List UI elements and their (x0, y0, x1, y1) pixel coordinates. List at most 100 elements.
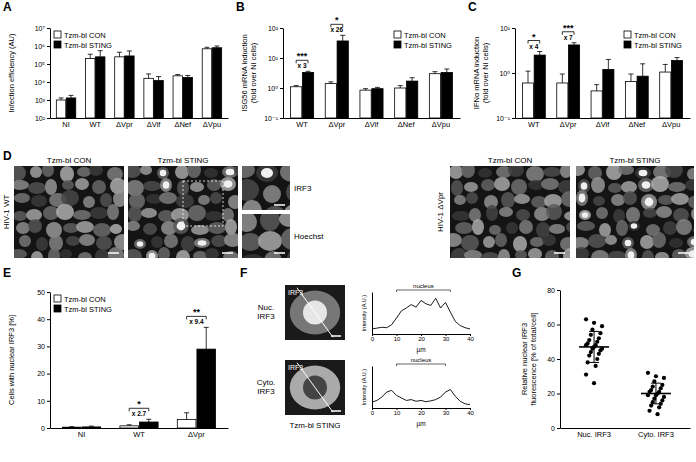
cell (158, 247, 170, 258)
image-caption: Tzm-bl STING (289, 421, 340, 430)
y-tick-mark (47, 28, 50, 29)
panel: FNuc.IRF3IRF3Cyto.IRF3IRF3Tzm-bl STING (240, 266, 345, 430)
cell (452, 211, 470, 221)
cell (14, 180, 29, 190)
image-label: IRF3 (288, 364, 303, 371)
bar (660, 72, 671, 118)
cell (56, 204, 74, 220)
y-tick: 10⁴ (34, 79, 50, 86)
cell (14, 166, 26, 181)
error-bar (214, 46, 219, 48)
cell (513, 236, 527, 252)
cell (461, 166, 475, 178)
x-tick: ΔVpr (116, 120, 133, 129)
x-tick: Cyto. IRF3 (638, 430, 674, 439)
error-bar (651, 383, 661, 404)
bar (139, 422, 158, 428)
y-tick-mark (557, 359, 560, 360)
plot-marks (372, 298, 470, 329)
x-tick: 10 (394, 334, 401, 342)
cell (454, 195, 466, 205)
point (646, 371, 650, 375)
cell (691, 206, 694, 222)
y-tick-mark (557, 290, 560, 291)
y-tick: 50 (37, 289, 50, 296)
x-tick-label: ΔNef (628, 120, 646, 129)
significance-label: *** (563, 23, 574, 33)
cell (618, 166, 634, 175)
point (647, 409, 651, 413)
cell (693, 225, 694, 235)
error-bar (526, 71, 531, 83)
bar (568, 45, 579, 118)
panel: C10⁻¹10⁰10¹WTΔVprΔVifΔNefΔVpuIFNα mRNA i… (468, 0, 691, 129)
cell (256, 166, 278, 182)
cell (223, 251, 238, 258)
cell (157, 167, 169, 179)
cell (76, 221, 94, 233)
cell (151, 236, 163, 248)
point (587, 353, 591, 357)
y-tick-label: 0 (41, 425, 45, 432)
image-label: IRF3 (288, 289, 303, 296)
cell (224, 233, 238, 247)
bar (441, 72, 452, 118)
y-tick-label: 80 (547, 287, 555, 294)
y-axis: 01020304050 (37, 289, 50, 432)
cell (486, 205, 498, 221)
cell (566, 221, 570, 233)
bright-nucleus (581, 182, 588, 190)
bright-nucleus (579, 194, 586, 203)
x-tick: ΔVpr (328, 120, 345, 129)
bar (429, 74, 440, 118)
significance-label: * (335, 15, 339, 25)
micrograph-background (450, 166, 570, 258)
x-tick: ΔVif (147, 120, 162, 129)
cell (519, 220, 533, 234)
cell (95, 249, 109, 258)
panel: B10⁻¹10⁰10¹10²WTΔVprΔVifΔNefΔVpuISG56 mR… (236, 0, 461, 129)
cell (588, 234, 606, 248)
x-tick: Nuc. IRF3 (577, 430, 611, 439)
cell (546, 204, 562, 220)
x-tick: ΔVpr (188, 430, 205, 439)
y-tick: 40 (37, 316, 50, 323)
bright-nucleus (642, 181, 651, 189)
cell (242, 179, 259, 201)
cell (576, 190, 588, 206)
x-tick-label: ΔVpu (203, 120, 221, 129)
cell (193, 251, 207, 258)
image-title: Tzm-bl CON (488, 156, 533, 165)
plot-marks (372, 390, 470, 405)
error-bar (69, 426, 74, 428)
cell (108, 247, 124, 258)
x-tick-label: 40 (467, 336, 474, 342)
y-tick-label: 20 (547, 390, 555, 397)
y-axis-line (50, 293, 51, 429)
cell (60, 249, 72, 258)
y-tick-mark (47, 346, 50, 347)
y-tick: 10⁵ (34, 61, 50, 68)
error-bar (156, 77, 161, 81)
cell (628, 221, 640, 231)
cell (79, 234, 95, 246)
cell (498, 249, 510, 258)
cell (593, 196, 605, 206)
legend-swatch (54, 295, 61, 302)
bright-nucleus (226, 169, 235, 176)
point (584, 372, 588, 376)
x-tick: 0 (371, 334, 375, 342)
bar (212, 48, 221, 118)
cell (451, 180, 463, 196)
bright-nucleus (224, 180, 233, 188)
row-title: HIV-1 WT (2, 195, 11, 230)
error-bar (432, 72, 437, 74)
cell (508, 166, 524, 177)
bright-nucleus (639, 170, 648, 177)
zoom-region (183, 181, 223, 226)
y-tick: 20 (37, 370, 50, 377)
bar (154, 81, 163, 118)
y-tick: 10⁷ (35, 25, 50, 32)
bar (177, 420, 196, 428)
cell (242, 200, 262, 210)
